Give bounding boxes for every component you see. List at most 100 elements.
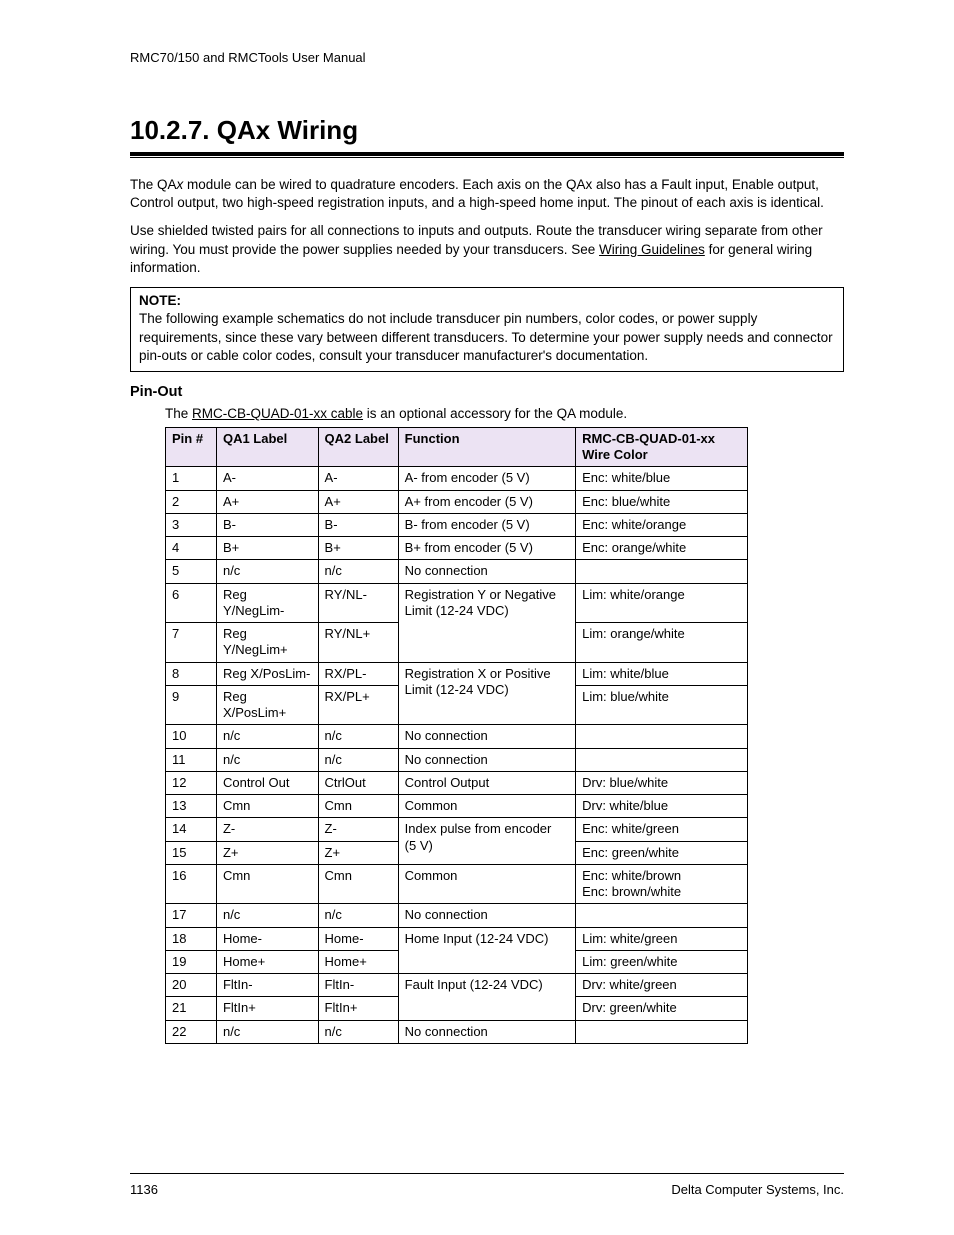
cell-pin: 7 [166,623,217,663]
table-row: 6Reg Y/NegLim-RY/NL-Registration Y or Ne… [166,583,748,623]
cell-qa2: n/c [318,725,398,748]
cell-function: No connection [398,904,575,927]
cell-qa1: Home- [216,927,318,950]
cell-qa2: RX/PL- [318,662,398,685]
cell-qa2: Home- [318,927,398,950]
intro-paragraph-1: The QAx module can be wired to quadratur… [130,176,844,212]
page: RMC70/150 and RMCTools User Manual 10.2.… [0,0,954,1235]
cell-qa1: Reg X/PosLim- [216,662,318,685]
cell-pin: 13 [166,795,217,818]
wiring-guidelines-link[interactable]: Wiring Guidelines [599,242,705,257]
table-row: 2A+A+A+ from encoder (5 V)Enc: blue/whit… [166,490,748,513]
footer-company: Delta Computer Systems, Inc. [671,1182,844,1197]
col-header-qa1: QA1 Label [216,427,318,467]
cell-qa1: n/c [216,748,318,771]
cell-function: Home Input (12-24 VDC) [398,927,575,974]
pinout-intro-a: The [165,406,192,421]
pinout-table-head: Pin # QA1 Label QA2 Label Function RMC-C… [166,427,748,467]
running-header: RMC70/150 and RMCTools User Manual [130,50,844,65]
cell-qa1: n/c [216,904,318,927]
pinout-table: Pin # QA1 Label QA2 Label Function RMC-C… [165,427,748,1044]
note-label: NOTE: [139,293,181,308]
cell-qa1: B+ [216,537,318,560]
cell-pin: 16 [166,864,217,904]
cell-qa2: FltIn+ [318,997,398,1020]
cell-qa1: B- [216,513,318,536]
cell-function: A- from encoder (5 V) [398,467,575,490]
cell-pin: 9 [166,685,217,725]
page-number: 1136 [130,1182,158,1197]
pinout-intro-b: is an optional accessory for the QA modu… [363,406,627,421]
cell-wire-color: Lim: white/blue [576,662,748,685]
cell-pin: 1 [166,467,217,490]
cell-function: Common [398,864,575,904]
table-row: 3B-B-B- from encoder (5 V)Enc: white/ora… [166,513,748,536]
cell-pin: 21 [166,997,217,1020]
cell-wire-color [576,725,748,748]
cell-qa1: A+ [216,490,318,513]
cell-pin: 4 [166,537,217,560]
note-box: NOTE: The following example schematics d… [130,287,844,372]
cell-qa1: Reg X/PosLim+ [216,685,318,725]
cell-pin: 18 [166,927,217,950]
cell-pin: 8 [166,662,217,685]
cell-qa1: Reg Y/NegLim- [216,583,318,623]
cell-qa1: Reg Y/NegLim+ [216,623,318,663]
intro-p1-a: The QA [130,177,177,192]
cell-qa2: n/c [318,748,398,771]
cell-pin: 19 [166,950,217,973]
cell-qa2: Cmn [318,795,398,818]
col-header-wire: RMC-CB-QUAD-01-xx Wire Color [576,427,748,467]
cell-wire-color: Lim: white/green [576,927,748,950]
cell-qa1: n/c [216,1020,318,1043]
table-row: 14Z-Z-Index pulse from encoder(5 V)Enc: … [166,818,748,841]
cell-qa1: n/c [216,560,318,583]
cell-qa2: n/c [318,560,398,583]
cell-qa2: B- [318,513,398,536]
cell-function: B+ from encoder (5 V) [398,537,575,560]
cell-pin: 2 [166,490,217,513]
cell-wire-color: Enc: green/white [576,841,748,864]
cell-pin: 22 [166,1020,217,1043]
cell-qa1: Cmn [216,795,318,818]
cell-wire-color: Enc: white/brownEnc: brown/white [576,864,748,904]
cell-function: Registration Y or Negative Limit (12-24 … [398,583,575,662]
cell-qa2: n/c [318,1020,398,1043]
cell-wire-color: Lim: white/orange [576,583,748,623]
cell-qa1: Z- [216,818,318,841]
table-row: 4B+B+B+ from encoder (5 V)Enc: orange/wh… [166,537,748,560]
cell-pin: 6 [166,583,217,623]
col-header-fn: Function [398,427,575,467]
cell-wire-color: Drv: blue/white [576,771,748,794]
cell-qa1: n/c [216,725,318,748]
section-name: QAx Wiring [217,115,358,145]
col-header-qa2: QA2 Label [318,427,398,467]
cell-wire-color: Drv: white/green [576,974,748,997]
cell-qa2: Z+ [318,841,398,864]
cell-qa2: Z- [318,818,398,841]
table-row: 11n/cn/cNo connection [166,748,748,771]
intro-p1-c: module can be wired to quadrature encode… [130,177,824,210]
cell-wire-color: Enc: white/orange [576,513,748,536]
cell-function: No connection [398,1020,575,1043]
title-rule-thick [130,152,844,156]
table-row: 20FltIn-FltIn-Fault Input (12-24 VDC)Drv… [166,974,748,997]
cable-link[interactable]: RMC-CB-QUAD-01-xx cable [192,406,363,421]
cell-wire-color: Lim: orange/white [576,623,748,663]
cell-wire-color [576,560,748,583]
cell-function: No connection [398,560,575,583]
cell-function: Registration X or Positive Limit (12-24 … [398,662,575,725]
cell-wire-color [576,1020,748,1043]
cell-pin: 17 [166,904,217,927]
cell-pin: 12 [166,771,217,794]
cell-pin: 11 [166,748,217,771]
cell-wire-color: Lim: blue/white [576,685,748,725]
cell-qa1: Home+ [216,950,318,973]
cell-wire-color: Lim: green/white [576,950,748,973]
cell-wire-color: Enc: white/green [576,818,748,841]
cell-qa1: FltIn+ [216,997,318,1020]
cell-wire-color [576,904,748,927]
cell-function: No connection [398,725,575,748]
cell-pin: 15 [166,841,217,864]
cell-qa2: RY/NL+ [318,623,398,663]
